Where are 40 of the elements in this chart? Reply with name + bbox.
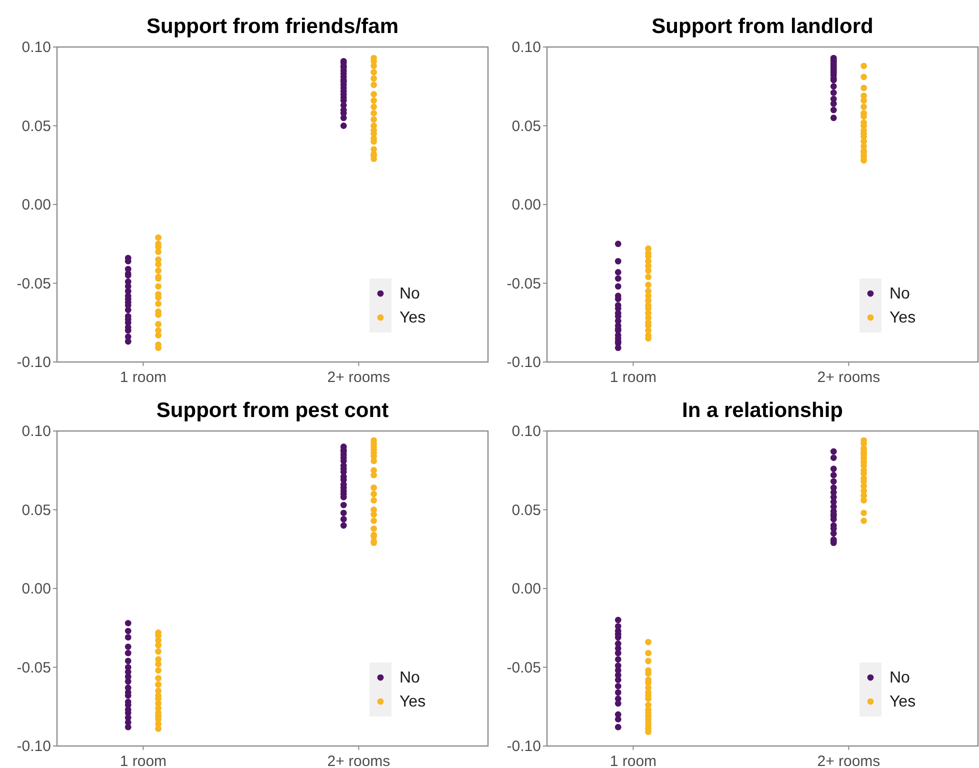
y-tick-label: -0.05 [506,275,541,292]
x-tick-label: 2+ rooms [817,369,880,386]
y-tick-label: 0.00 [22,580,51,598]
y-tick-label: 0.05 [22,118,51,135]
legend-label: Yes [889,694,916,711]
x-tick-label: 1 room [120,753,167,768]
y-tick-label: -0.05 [16,659,51,676]
y-tick-label: 0.10 [22,423,51,440]
x-tick-label: 2+ rooms [327,753,390,768]
legend-label: Yes [399,310,426,327]
y-tick-label: 0.00 [22,196,51,214]
chart-title: In a relationship [682,399,844,422]
x-tick-label: 1 room [120,369,167,386]
y-tick-label: -0.10 [16,354,51,371]
legend-label: No [889,670,910,687]
legend-label: No [399,670,420,687]
x-tick-label: 2+ rooms [817,753,880,768]
chart-title: Support from landlord [652,15,874,38]
legend-label: Yes [889,310,916,327]
chart-title: Support from friends/fam [146,15,399,38]
y-tick-label: -0.10 [506,354,541,371]
x-tick-label: 2+ rooms [327,369,390,386]
x-tick-label: 1 room [610,753,657,768]
legend-label: No [399,286,420,303]
y-tick-label: 0.00 [512,196,541,214]
chart-title: Support from pest cont [156,399,389,422]
y-tick-label: -0.10 [506,738,541,755]
y-tick-label: 0.10 [512,39,541,56]
x-tick-label: 1 room [610,369,657,386]
y-tick-label: 0.00 [512,580,541,598]
y-tick-label: 0.05 [22,502,51,519]
y-tick-label: -0.10 [16,738,51,755]
y-tick-label: -0.05 [16,275,51,292]
y-tick-label: 0.10 [22,39,51,56]
y-tick-label: 0.05 [512,118,541,135]
y-tick-label: 0.05 [512,502,541,519]
y-tick-label: 0.10 [512,423,541,440]
y-tick-label: -0.05 [506,659,541,676]
legend-label: No [889,286,910,303]
legend-label: Yes [399,694,426,711]
